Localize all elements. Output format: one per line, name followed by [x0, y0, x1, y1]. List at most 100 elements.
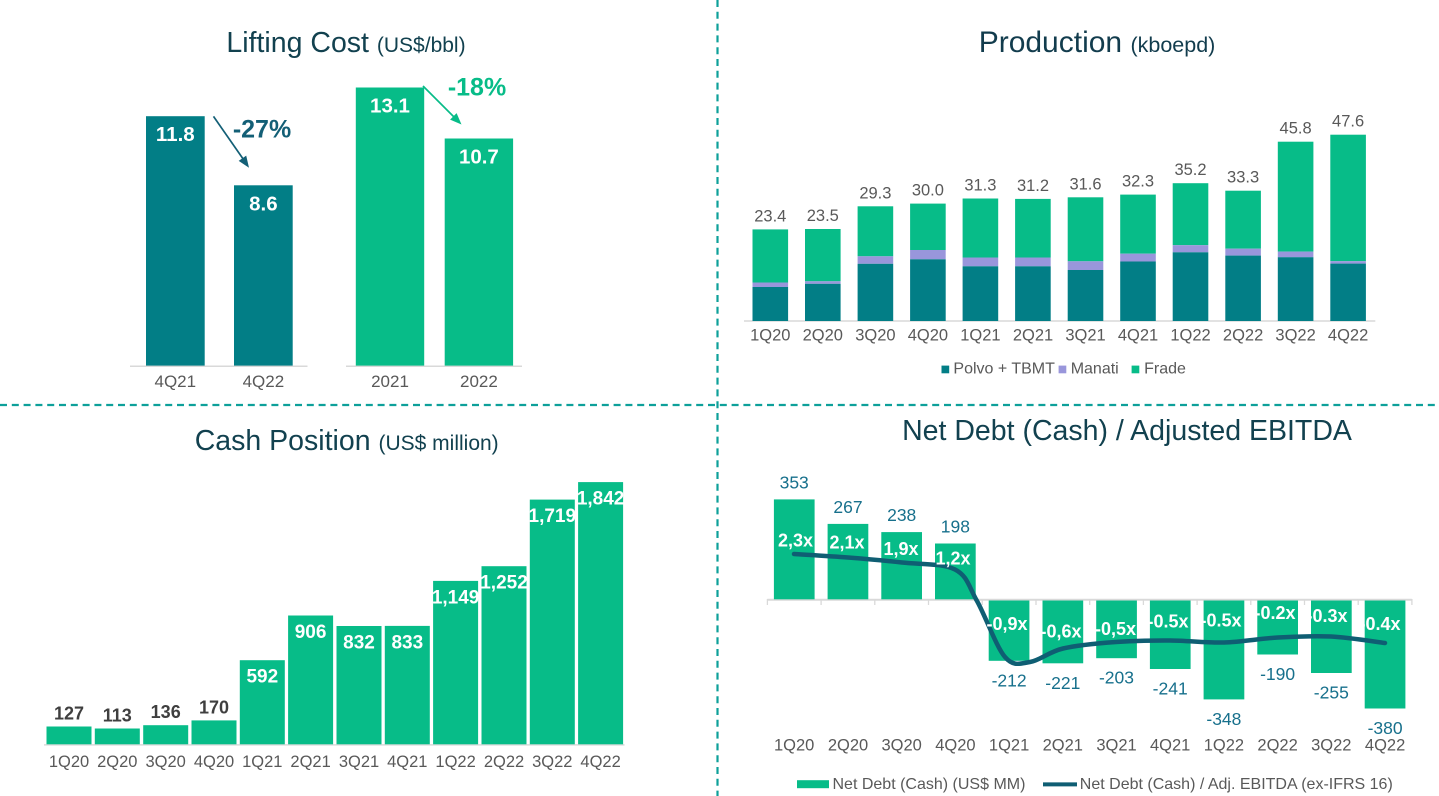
svg-text:4Q22: 4Q22: [243, 372, 285, 391]
svg-text:4Q21: 4Q21: [387, 753, 427, 771]
svg-text:-0.2x: -0.2x: [1254, 603, 1295, 623]
svg-text:-380: -380: [1368, 718, 1403, 738]
svg-text:3Q20: 3Q20: [855, 327, 895, 345]
svg-text:1,719: 1,719: [529, 506, 577, 527]
svg-text:8.6: 8.6: [249, 192, 278, 215]
svg-text:47.6: 47.6: [1332, 113, 1364, 131]
svg-text:4Q20: 4Q20: [194, 753, 234, 771]
svg-text:1,252: 1,252: [480, 573, 528, 594]
svg-text:23.5: 23.5: [807, 207, 839, 225]
svg-text:3Q20: 3Q20: [146, 753, 186, 771]
svg-text:238: 238: [887, 505, 916, 525]
svg-text:Production (kboepd): Production (kboepd): [979, 26, 1216, 59]
svg-text:198: 198: [941, 517, 970, 537]
svg-text:4Q21: 4Q21: [1118, 327, 1158, 345]
svg-text:31.3: 31.3: [964, 177, 996, 195]
svg-text:2Q20: 2Q20: [97, 753, 137, 771]
svg-text:13.1: 13.1: [370, 95, 410, 118]
svg-text:136: 136: [151, 702, 181, 722]
svg-text:2,1x: 2,1x: [829, 533, 864, 553]
svg-text:Net Debt (Cash) (US$ MM): Net Debt (Cash) (US$ MM): [833, 776, 1026, 793]
svg-text:-0.4x: -0.4x: [1359, 614, 1400, 634]
svg-text:1,149: 1,149: [432, 587, 480, 608]
svg-text:1Q22: 1Q22: [1204, 737, 1244, 755]
svg-text:2Q22: 2Q22: [484, 753, 524, 771]
svg-text:Net Debt (Cash) / Adj. EBITDA: Net Debt (Cash) / Adj. EBITDA (ex-IFRS 1…: [1080, 776, 1393, 793]
svg-text:10.7: 10.7: [459, 146, 499, 169]
svg-text:1Q21: 1Q21: [960, 327, 1000, 345]
svg-text:2021: 2021: [371, 372, 409, 391]
svg-text:2Q21: 2Q21: [1013, 327, 1053, 345]
svg-text:-27%: -27%: [233, 116, 291, 144]
svg-text:-18%: -18%: [448, 74, 506, 102]
svg-text:592: 592: [246, 667, 278, 688]
svg-text:Net Debt (Cash) / Adjusted EBI: Net Debt (Cash) / Adjusted EBITDA: [902, 415, 1352, 447]
svg-text:4Q21: 4Q21: [155, 372, 197, 391]
svg-text:2Q22: 2Q22: [1223, 327, 1263, 345]
svg-text:2Q22: 2Q22: [1257, 737, 1297, 755]
svg-text:33.3: 33.3: [1227, 169, 1259, 187]
svg-text:2Q20: 2Q20: [803, 327, 843, 345]
svg-text:1Q21: 1Q21: [989, 737, 1029, 755]
svg-text:-255: -255: [1314, 683, 1349, 703]
svg-text:353: 353: [780, 472, 809, 492]
svg-text:833: 833: [391, 632, 423, 653]
svg-text:4Q22: 4Q22: [1328, 327, 1368, 345]
svg-text:-190: -190: [1260, 664, 1295, 684]
svg-text:3Q21: 3Q21: [1065, 327, 1105, 345]
svg-text:2022: 2022: [460, 372, 498, 391]
svg-text:Polvo + TBMT: Polvo + TBMT: [953, 360, 1055, 377]
svg-text:2Q21: 2Q21: [1043, 737, 1083, 755]
svg-text:1,9x: 1,9x: [883, 539, 918, 559]
svg-text:29.3: 29.3: [859, 184, 891, 202]
svg-text:3Q21: 3Q21: [1096, 737, 1136, 755]
svg-text:4Q20: 4Q20: [908, 327, 948, 345]
svg-text:1Q22: 1Q22: [435, 753, 475, 771]
svg-text:3Q20: 3Q20: [882, 737, 922, 755]
svg-text:2,3x: 2,3x: [778, 531, 813, 551]
svg-text:Manati: Manati: [1071, 360, 1119, 377]
svg-text:3Q22: 3Q22: [1311, 737, 1351, 755]
svg-text:4Q20: 4Q20: [935, 737, 975, 755]
svg-text:-203: -203: [1099, 668, 1134, 688]
svg-text:-0.5x: -0.5x: [1200, 611, 1241, 631]
svg-text:3Q22: 3Q22: [532, 753, 572, 771]
svg-text:2Q20: 2Q20: [828, 737, 868, 755]
svg-text:113: 113: [103, 706, 132, 726]
svg-text:1Q20: 1Q20: [750, 327, 790, 345]
svg-text:-212: -212: [992, 670, 1027, 690]
svg-text:-0.5x: -0.5x: [1147, 612, 1188, 632]
svg-text:31.2: 31.2: [1017, 177, 1049, 195]
svg-text:-0,6x: -0,6x: [1040, 622, 1081, 642]
svg-text:-348: -348: [1206, 709, 1241, 729]
svg-text:11.8: 11.8: [156, 123, 195, 146]
svg-text:Frade: Frade: [1144, 360, 1186, 377]
svg-text:Cash Position (US$ million): Cash Position (US$ million): [195, 425, 499, 457]
svg-text:3Q22: 3Q22: [1275, 327, 1315, 345]
svg-text:1Q21: 1Q21: [242, 753, 282, 771]
svg-text:1Q20: 1Q20: [49, 753, 89, 771]
svg-text:170: 170: [199, 697, 229, 717]
svg-text:1,842: 1,842: [577, 489, 625, 510]
svg-text:31.6: 31.6: [1069, 175, 1101, 193]
svg-text:1,2x: 1,2x: [935, 549, 970, 569]
svg-text:1Q22: 1Q22: [1170, 327, 1210, 345]
svg-text:Lifting Cost (US$/bbl): Lifting Cost (US$/bbl): [226, 27, 465, 59]
svg-text:1Q20: 1Q20: [774, 737, 814, 755]
svg-text:267: 267: [833, 497, 862, 517]
svg-text:4Q21: 4Q21: [1150, 737, 1190, 755]
svg-text:-221: -221: [1045, 673, 1080, 693]
svg-text:127: 127: [54, 704, 84, 724]
svg-text:-0,9x: -0,9x: [986, 614, 1027, 634]
svg-text:-241: -241: [1153, 679, 1188, 699]
svg-text:45.8: 45.8: [1280, 120, 1312, 138]
svg-text:32.3: 32.3: [1122, 173, 1154, 191]
svg-text:906: 906: [295, 622, 327, 643]
svg-text:30.0: 30.0: [912, 182, 944, 200]
svg-text:35.2: 35.2: [1174, 161, 1206, 179]
svg-text:3Q21: 3Q21: [339, 753, 379, 771]
svg-text:23.4: 23.4: [754, 207, 786, 225]
svg-text:4Q22: 4Q22: [1365, 737, 1405, 755]
svg-text:832: 832: [343, 633, 375, 654]
svg-text:4Q22: 4Q22: [580, 753, 620, 771]
